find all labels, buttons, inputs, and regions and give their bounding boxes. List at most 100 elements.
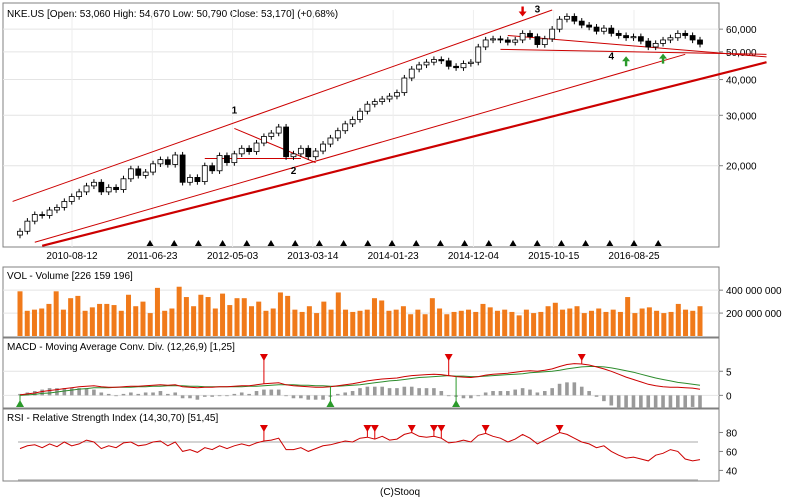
dividend-marker — [267, 240, 275, 246]
candle-up — [31, 214, 38, 222]
volume-bar — [364, 309, 370, 336]
volume-bar — [53, 291, 59, 336]
candle-up — [76, 191, 83, 197]
macd-histogram-bar — [262, 389, 266, 396]
macd-histogram-bar — [579, 386, 584, 396]
candle-up — [201, 165, 208, 182]
volume-bar — [292, 309, 298, 336]
candle-down — [246, 147, 253, 153]
macd-y-tick-label: 5 — [726, 367, 732, 378]
volume-bar — [270, 308, 276, 336]
volume-bar — [588, 310, 594, 336]
volume-bar — [306, 306, 312, 336]
dividend-marker — [364, 240, 372, 246]
dividend-marker — [606, 240, 614, 246]
candle-down — [527, 32, 533, 38]
candle-up — [157, 159, 164, 165]
volume-bar — [285, 295, 291, 336]
volume-bar — [227, 305, 233, 336]
volume-bar — [545, 306, 551, 336]
macd-histogram-bar — [225, 395, 229, 397]
candle-down — [682, 32, 689, 36]
macd-histogram-bar — [151, 392, 155, 396]
candle-up — [601, 27, 607, 32]
macd-histogram-bar — [542, 391, 547, 396]
candle-down — [113, 186, 119, 191]
macd-histogram-bar — [676, 395, 680, 410]
macd-histogram-bar — [469, 395, 473, 399]
volume-bar — [205, 297, 211, 336]
dividend-marker — [557, 240, 565, 246]
macd-histogram-bar — [572, 382, 577, 396]
macd-sell-marker — [444, 354, 453, 361]
rsi-sell-marker — [437, 425, 446, 432]
dividend-marker — [485, 240, 493, 246]
volume-bar — [675, 303, 681, 336]
price-y-tick-label: 60,000 — [726, 25, 757, 36]
volume-bar — [176, 286, 182, 336]
dividend-marker — [630, 240, 638, 246]
volume-bar — [581, 313, 587, 336]
candle-down — [135, 168, 142, 176]
macd-histogram-bar — [602, 395, 606, 402]
price-panel-frame — [2, 2, 720, 248]
volume-bar — [241, 298, 247, 336]
macd-histogram-bar — [313, 395, 318, 400]
candle-down — [305, 147, 312, 158]
rsi-sell-marker — [407, 425, 416, 432]
candle-up — [320, 143, 326, 152]
volume-bar — [386, 310, 392, 336]
wave-label-3: 3 — [535, 5, 541, 16]
candle-up — [490, 38, 496, 41]
candle-up — [371, 101, 378, 105]
rsi-header: RSI - Relative Strength Index (14,30,70)… — [7, 413, 218, 424]
candle-up — [467, 61, 474, 64]
candle-down — [209, 165, 216, 172]
macd-panel: MACD - Moving Average Conv. Div. (12,26,… — [2, 337, 732, 420]
candle-up — [460, 63, 467, 69]
dividend-marker — [315, 240, 323, 246]
volume-bar — [357, 310, 363, 336]
macd-histogram-bar — [306, 395, 311, 400]
dividend-markers — [146, 240, 662, 246]
sell-arrow — [518, 6, 527, 17]
volume-bar — [538, 311, 544, 336]
candle-up — [334, 130, 341, 139]
macd-header: MACD - Moving Average Conv. Div. (12,26,… — [7, 342, 235, 353]
rsi-y-tick-label: 40 — [726, 466, 738, 477]
macd-histogram-bar — [432, 388, 436, 396]
buy-arrow — [659, 53, 668, 64]
candle-up — [431, 59, 437, 63]
macd-histogram-bar — [424, 388, 429, 396]
volume-bar — [639, 308, 645, 336]
candle-down — [497, 38, 504, 41]
macd-histogram-bar — [166, 393, 170, 396]
volume-bar — [567, 308, 573, 336]
macd-histogram-bar — [624, 395, 628, 415]
macd-histogram-bar — [188, 395, 192, 399]
candle-up — [652, 43, 659, 48]
candle-down — [98, 181, 105, 193]
rsi-panel: RSI - Relative Strength Index (14,30,70)… — [2, 408, 738, 482]
wave-label-1: 1 — [232, 105, 238, 116]
volume-bar — [531, 313, 537, 336]
price-x-axis: 2010-08-12 2011-06-23 2012-05-03 2013-03-14… — [46, 251, 660, 262]
candle-down — [615, 32, 622, 36]
volume-bar — [683, 309, 689, 336]
volume-bar — [697, 306, 703, 336]
candle-down — [578, 20, 585, 26]
volume-bar — [82, 310, 88, 336]
price-header: NKE.US [Open: 53,060 High: 54,670 Low: 5… — [7, 9, 338, 20]
macd-buy-marker — [452, 400, 461, 407]
candle-up — [17, 230, 23, 236]
price-x-tick-label: 2016-08-25 — [608, 251, 660, 262]
dividend-marker — [654, 240, 662, 246]
volume-bar — [198, 294, 204, 336]
macd-histogram-bar — [439, 391, 444, 396]
volume-bar — [118, 310, 124, 336]
candle-up — [83, 185, 90, 193]
volume-bar — [502, 309, 508, 336]
volume-bar — [75, 295, 81, 336]
macd-histogram-bar — [365, 386, 370, 396]
